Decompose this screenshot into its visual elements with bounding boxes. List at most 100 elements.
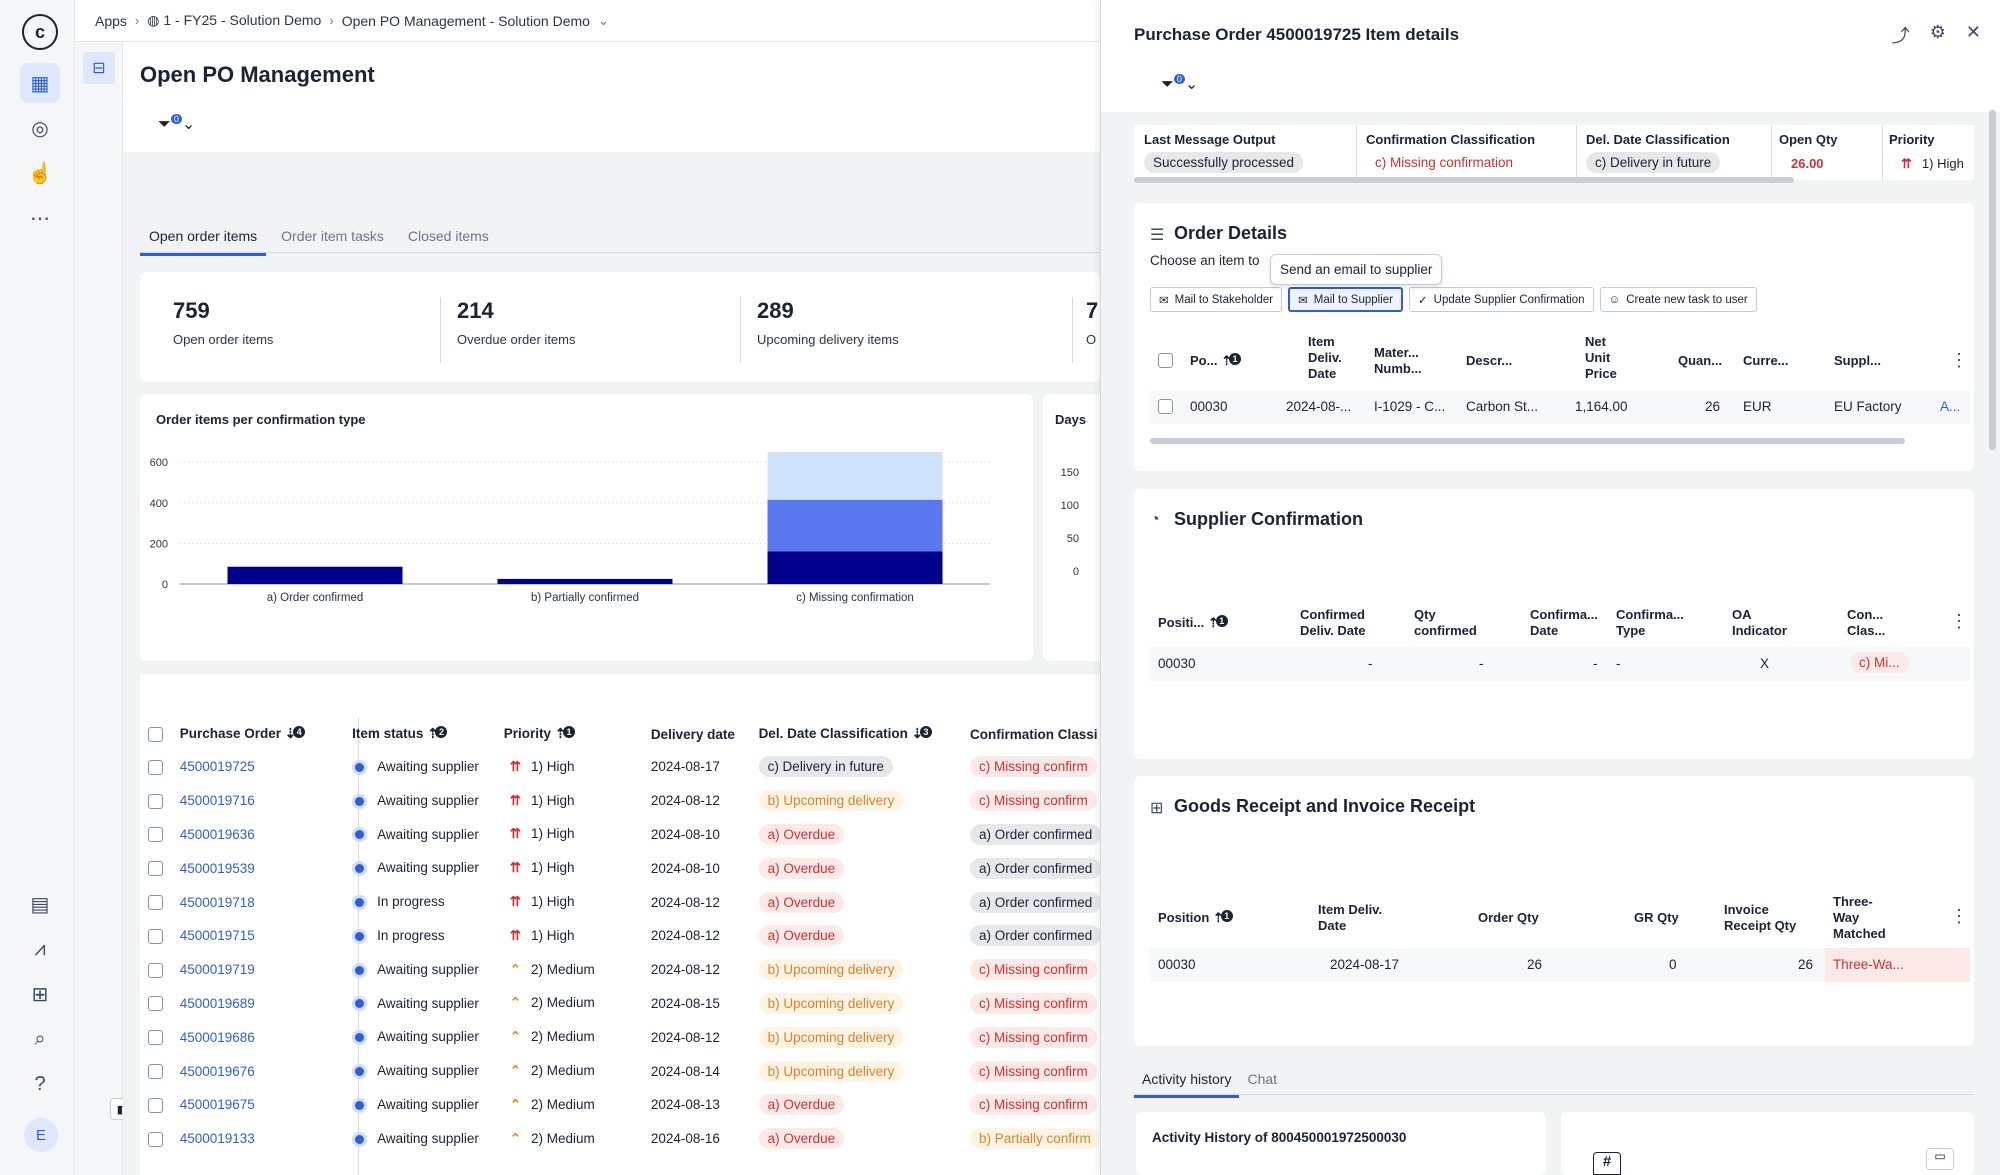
tab-chat[interactable]: Chat bbox=[1247, 1071, 1278, 1087]
col-delivery-date[interactable]: Delivery date bbox=[651, 718, 751, 750]
row-select[interactable] bbox=[140, 1020, 180, 1054]
col-item-status[interactable]: Item status ⇡2 bbox=[344, 718, 504, 750]
po-link[interactable]: 4500019689 bbox=[179, 995, 255, 1011]
avatar[interactable]: E bbox=[24, 1118, 58, 1152]
cell-purchase-order[interactable]: 4500019675 bbox=[180, 1088, 344, 1122]
breadcrumb-workspace[interactable]: ◍ 1 - FY25 - Solution Demo bbox=[147, 12, 321, 29]
help-icon[interactable]: ? bbox=[34, 1072, 46, 1095]
col-confirmation-classification[interactable]: Con... Clas... bbox=[1847, 607, 1886, 638]
po-link[interactable]: 4500019716 bbox=[179, 793, 255, 809]
tab-order-item-tasks[interactable]: Order item tasks bbox=[281, 228, 384, 244]
row-checkbox[interactable] bbox=[148, 1030, 163, 1046]
col-qty-confirmed[interactable]: Qty confirmed bbox=[1414, 607, 1477, 638]
po-link[interactable]: 4500019725 bbox=[179, 759, 255, 775]
po-link[interactable]: 4500019715 bbox=[179, 928, 255, 944]
more-options-icon[interactable]: ⋮ bbox=[1950, 611, 1968, 631]
row-select[interactable] bbox=[140, 1054, 180, 1088]
table-row[interactable]: 4500019675 Awaiting supplier ⌃ 2) Medium 202… bbox=[140, 1088, 1100, 1122]
more-options-icon[interactable]: ⋮ bbox=[1950, 350, 1968, 370]
row-checkbox[interactable] bbox=[148, 793, 163, 809]
col-supplier[interactable]: Suppl... bbox=[1834, 353, 1881, 368]
row-select[interactable] bbox=[140, 851, 180, 885]
table-row[interactable]: 4500019725 Awaiting supplier ⇈ 1) High 2024-… bbox=[140, 750, 1100, 784]
hand-pointer-icon[interactable]: ☝ bbox=[27, 162, 53, 185]
col-position[interactable]: Positi... ⇡1 bbox=[1158, 615, 1228, 631]
gift-icon[interactable]: ⊞ bbox=[31, 983, 49, 1006]
breadcrumb-apps[interactable]: Apps bbox=[95, 12, 127, 29]
po-link[interactable]: 4500019675 bbox=[179, 1097, 255, 1113]
horizontal-scrollbar[interactable] bbox=[1134, 177, 1794, 183]
col-item-deliv-date[interactable]: Item Deliv. Date bbox=[1308, 334, 1342, 381]
col-order-qty[interactable]: Order Qty bbox=[1478, 910, 1539, 925]
table-row[interactable] bbox=[1150, 390, 1970, 424]
col-confirmation-type[interactable]: Confirma... Type bbox=[1616, 607, 1684, 638]
filter-icon[interactable]: ⏷ 0 ⌄ bbox=[158, 114, 196, 133]
row-checkbox[interactable] bbox=[148, 996, 163, 1012]
col-purchase-order[interactable]: Purchase Order ⇣4 bbox=[180, 718, 344, 750]
gear-icon[interactable]: ⚙ bbox=[1929, 22, 1946, 42]
col-confirmed-deliv-date[interactable]: Confirmed Deliv. Date bbox=[1300, 607, 1366, 638]
share-icon[interactable]: ⤴ bbox=[1891, 26, 1910, 46]
col-currency[interactable]: Curre... bbox=[1743, 353, 1789, 368]
tab-open-order-items[interactable]: Open order items bbox=[140, 222, 267, 256]
mail-supplier-button[interactable]: ✉ Mail to Supplier bbox=[1288, 287, 1403, 312]
row-checkbox[interactable] bbox=[148, 1064, 163, 1080]
col-net-unit-price[interactable]: Net Unit Price bbox=[1585, 334, 1617, 381]
row-checkbox[interactable] bbox=[148, 861, 163, 877]
create-task-button[interactable]: ☺ Create new task to user bbox=[1599, 287, 1757, 312]
po-link[interactable]: 4500019676 bbox=[179, 1063, 255, 1079]
row-checkbox[interactable] bbox=[1158, 399, 1173, 414]
col-confirmation-date[interactable]: Confirma... Date bbox=[1530, 607, 1598, 638]
row-select[interactable] bbox=[140, 750, 180, 784]
update-supplier-confirmation-button[interactable]: ✓ Update Supplier Confirmation bbox=[1409, 287, 1594, 312]
table-row[interactable]: 4500019716 Awaiting supplier ⇈ 1) High 2024-… bbox=[140, 784, 1100, 818]
analytics-icon[interactable]: ⩘ bbox=[34, 937, 46, 960]
po-link[interactable]: 4500019539 bbox=[179, 860, 255, 876]
close-icon[interactable]: ✕ bbox=[1965, 22, 1981, 42]
row-checkbox[interactable] bbox=[148, 759, 163, 775]
table-row[interactable]: 4500019719 Awaiting supplier ⌃ 2) Medium 202… bbox=[140, 953, 1100, 987]
po-link[interactable]: 4500019719 bbox=[179, 962, 255, 978]
select-all-checkbox[interactable] bbox=[1158, 353, 1173, 368]
row-select[interactable] bbox=[140, 1122, 180, 1156]
col-item-deliv-date[interactable]: Item Deliv. Date bbox=[1318, 902, 1383, 933]
view-tab-icon[interactable]: ⊟ bbox=[83, 52, 115, 84]
row-checkbox[interactable] bbox=[148, 1131, 163, 1147]
col-gr-qty[interactable]: GR Qty bbox=[1634, 910, 1679, 925]
po-link[interactable]: 4500019636 bbox=[179, 826, 255, 842]
cell-purchase-order[interactable]: 4500019715 bbox=[180, 919, 344, 953]
compass-icon[interactable]: ◎ bbox=[31, 117, 49, 140]
vertical-scrollbar[interactable] bbox=[1989, 110, 1996, 450]
col-quantity[interactable]: Quan... bbox=[1678, 353, 1723, 368]
row-checkbox[interactable] bbox=[148, 962, 163, 978]
search-icon[interactable]: ⌕ bbox=[34, 1027, 46, 1050]
row-select[interactable] bbox=[140, 818, 180, 852]
col-position[interactable]: Position ⇡1 bbox=[1158, 910, 1233, 926]
table-row[interactable]: 4500019715 In progress ⇈ 1) High 2024-08-12 a… bbox=[140, 919, 1100, 953]
select-all-checkbox[interactable] bbox=[148, 726, 163, 742]
table-row[interactable]: 4500019718 In progress ⇈ 1) High 2024-08-12 a… bbox=[140, 885, 1100, 919]
col-oa-indicator[interactable]: OA Indicator bbox=[1732, 607, 1787, 638]
col-description[interactable]: Descr... bbox=[1466, 353, 1513, 368]
tab-closed-items[interactable]: Closed items bbox=[407, 228, 489, 244]
table-row[interactable]: 4500019686 Awaiting supplier ⌃ 2) Medium 202… bbox=[140, 1020, 1100, 1054]
cell-purchase-order[interactable]: 4500019719 bbox=[180, 953, 344, 987]
tab-activity-history[interactable]: Activity history bbox=[1134, 1067, 1240, 1098]
po-link[interactable]: 4500019686 bbox=[179, 1029, 255, 1045]
col-del-date-classification[interactable]: Del. Date Classification ⇣3 bbox=[751, 718, 970, 750]
row-select[interactable] bbox=[140, 919, 180, 953]
chevron-down-icon[interactable]: ⌄ bbox=[597, 12, 609, 28]
col-position[interactable]: Po... ⇡1 bbox=[1190, 353, 1241, 369]
col-invoice-receipt-qty[interactable]: Invoice Receipt Qty bbox=[1724, 902, 1797, 933]
row-select[interactable] bbox=[140, 953, 180, 987]
col-material-number[interactable]: Mater... Numb... bbox=[1374, 345, 1422, 376]
po-link[interactable]: 4500019133 bbox=[179, 1131, 255, 1147]
table-row[interactable]: 4500019689 Awaiting supplier ⌃ 2) Medium 202… bbox=[140, 987, 1100, 1021]
cell-purchase-order[interactable]: 4500019689 bbox=[180, 987, 344, 1021]
filter-icon[interactable]: ⏷ 0 ⌄ bbox=[1161, 74, 1199, 93]
more-icon[interactable]: ⋯ bbox=[30, 207, 50, 230]
po-link[interactable]: 4500019718 bbox=[179, 894, 255, 910]
row-select[interactable] bbox=[140, 1088, 180, 1122]
expand-icon[interactable]: ▭ bbox=[1926, 1148, 1954, 1170]
more-options-icon[interactable]: ⋮ bbox=[1950, 906, 1968, 926]
